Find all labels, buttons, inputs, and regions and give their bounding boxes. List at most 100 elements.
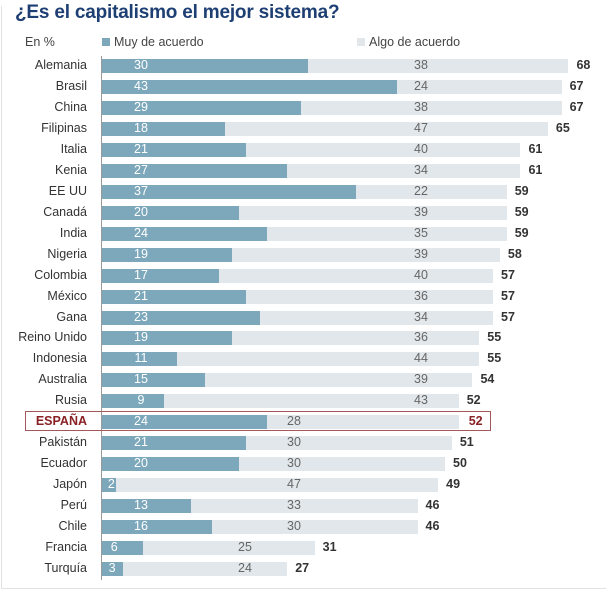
category-label-mexico: México: [47, 288, 87, 303]
category-label-espana: ESPAÑA: [35, 414, 87, 429]
data-label-algo-de-acuerdo-mexico: 36: [414, 288, 428, 303]
unit-label: En %: [25, 35, 55, 49]
bar-muy-de-acuerdo-kenia: [102, 163, 288, 178]
data-label-muy-de-acuerdo-francia: 6: [110, 540, 118, 555]
data-label-total-reino-unido: 55: [487, 330, 502, 345]
bar-algo-de-acuerdo-alemania: [307, 59, 569, 73]
data-label-muy-de-acuerdo-japon: 2: [107, 477, 115, 492]
bar-muy-de-acuerdo-alemania: [102, 59, 308, 73]
category-label-filipinas: Filipinas: [41, 120, 87, 135]
category-label-alemania: Alemania: [34, 58, 87, 72]
bar-algo-de-acuerdo-china: [300, 100, 562, 115]
bar-muy-de-acuerdo-india: [102, 226, 267, 241]
legend-label-algo-de-acuerdo: Algo de acuerdo: [369, 35, 461, 49]
category-label-japon: Japón: [52, 477, 87, 492]
category-label-kenia: Kenia: [55, 162, 87, 177]
data-label-total-mexico: 57: [501, 288, 515, 303]
bar-muy-de-acuerdo-francia: [102, 541, 144, 556]
bar-algo-de-acuerdo-india: [266, 226, 507, 241]
data-label-muy-de-acuerdo-india: 24: [134, 225, 148, 240]
bar-muy-de-acuerdo-nigeria: [102, 247, 233, 262]
data-label-muy-de-acuerdo-nigeria: 19: [134, 246, 148, 261]
bar-algo-de-acuerdo-gana: [259, 310, 493, 325]
category-label-australia: Australia: [38, 372, 87, 387]
data-label-muy-de-acuerdo-espana: 24: [134, 414, 148, 429]
category-label-chile: Chile: [58, 519, 88, 534]
data-label-muy-de-acuerdo-colombia: 17: [134, 267, 148, 282]
data-label-total-pakistan: 51: [459, 435, 474, 450]
data-label-algo-de-acuerdo-turquia: 24: [238, 561, 252, 576]
data-label-muy-de-acuerdo-rusia: 9: [137, 393, 145, 408]
data-label-total-ee-uu: 59: [514, 183, 529, 198]
data-label-total-turquia: 27: [295, 561, 310, 576]
data-label-algo-de-acuerdo-india: 35: [414, 225, 428, 240]
bar-muy-de-acuerdo-turquia: [102, 562, 123, 577]
bar-muy-de-acuerdo-china: [102, 100, 301, 115]
bar-muy-de-acuerdo-colombia: [102, 268, 219, 283]
bar-algo-de-acuerdo-turquia: [122, 562, 288, 577]
data-label-algo-de-acuerdo-italia: 40: [414, 141, 428, 156]
data-label-algo-de-acuerdo-colombia: 40: [414, 267, 428, 282]
category-label-canada: Canadá: [43, 204, 87, 219]
bar-algo-de-acuerdo-australia: [204, 373, 473, 388]
data-label-muy-de-acuerdo-china: 29: [134, 99, 148, 114]
data-label-total-ecuador: 50: [453, 456, 467, 471]
data-label-total-colombia: 57: [501, 267, 515, 282]
data-label-muy-de-acuerdo-mexico: 21: [134, 288, 148, 303]
data-label-total-francia: 31: [322, 540, 337, 555]
data-label-total-australia: 54: [480, 372, 495, 387]
category-label-ecuador: Ecuador: [40, 456, 87, 471]
data-label-total-alemania: 68: [576, 58, 591, 72]
bar-algo-de-acuerdo-kenia: [287, 163, 521, 178]
category-label-rusia: Rusia: [55, 393, 87, 408]
data-label-muy-de-acuerdo-canada: 20: [134, 204, 148, 219]
data-label-algo-de-acuerdo-espana: 28: [287, 414, 301, 429]
data-label-total-canada: 59: [514, 204, 529, 219]
category-label-colombia: Colombia: [34, 267, 87, 282]
data-label-algo-de-acuerdo-peru: 33: [287, 498, 301, 513]
data-label-algo-de-acuerdo-indonesia: 44: [414, 351, 428, 366]
bar-algo-de-acuerdo-brasil: [396, 79, 562, 94]
bar-algo-de-acuerdo-espana: [266, 415, 459, 430]
category-label-italia: Italia: [60, 141, 87, 156]
data-label-muy-de-acuerdo-brasil: 43: [134, 78, 148, 93]
category-label-india: India: [59, 225, 87, 240]
data-label-algo-de-acuerdo-brasil: 24: [414, 78, 428, 93]
bar-muy-de-acuerdo-peru: [102, 499, 192, 514]
data-label-algo-de-acuerdo-ecuador: 30: [287, 456, 301, 471]
data-label-muy-de-acuerdo-reino-unido: 19: [134, 330, 148, 345]
data-label-total-filipinas: 65: [555, 120, 570, 135]
data-label-total-india: 59: [514, 225, 529, 240]
bar-algo-de-acuerdo-rusia: [163, 394, 459, 409]
data-label-muy-de-acuerdo-ee-uu: 37: [134, 183, 148, 198]
data-label-muy-de-acuerdo-filipinas: 18: [134, 120, 148, 135]
data-label-total-italia: 61: [528, 141, 543, 156]
bar-algo-de-acuerdo-ecuador: [239, 457, 445, 472]
data-label-algo-de-acuerdo-australia: 39: [414, 372, 428, 387]
bar-muy-de-acuerdo-espana: [102, 415, 267, 430]
data-label-algo-de-acuerdo-alemania: 38: [414, 58, 428, 72]
category-label-reino-unido: Reino Unido: [18, 330, 87, 345]
bar-muy-de-acuerdo-rusia: [102, 394, 164, 409]
data-label-algo-de-acuerdo-gana: 34: [414, 309, 428, 324]
data-label-total-kenia: 61: [528, 162, 543, 177]
data-label-total-espana: 52: [468, 414, 483, 429]
data-label-muy-de-acuerdo-italia: 21: [134, 141, 148, 156]
bar-muy-de-acuerdo-italia: [102, 142, 247, 157]
data-label-algo-de-acuerdo-china: 38: [414, 99, 428, 114]
bar-muy-de-acuerdo-chile: [102, 520, 212, 535]
bar-muy-de-acuerdo-mexico: [102, 289, 247, 304]
data-label-algo-de-acuerdo-kenia: 34: [414, 162, 428, 177]
data-label-algo-de-acuerdo-francia: 25: [238, 540, 252, 555]
category-label-gana: Gana: [56, 309, 87, 324]
data-label-total-nigeria: 58: [507, 246, 522, 261]
data-label-algo-de-acuerdo-filipinas: 47: [414, 120, 428, 135]
data-label-muy-de-acuerdo-chile: 16: [134, 519, 148, 534]
bar-algo-de-acuerdo-italia: [246, 142, 521, 157]
data-label-muy-de-acuerdo-peru: 13: [134, 498, 148, 513]
category-label-nigeria: Nigeria: [47, 246, 87, 261]
bar-muy-de-acuerdo-australia: [102, 373, 205, 388]
bar-muy-de-acuerdo-ecuador: [102, 457, 240, 472]
data-label-muy-de-acuerdo-kenia: 27: [134, 162, 148, 177]
bar-algo-de-acuerdo-nigeria: [232, 247, 500, 262]
